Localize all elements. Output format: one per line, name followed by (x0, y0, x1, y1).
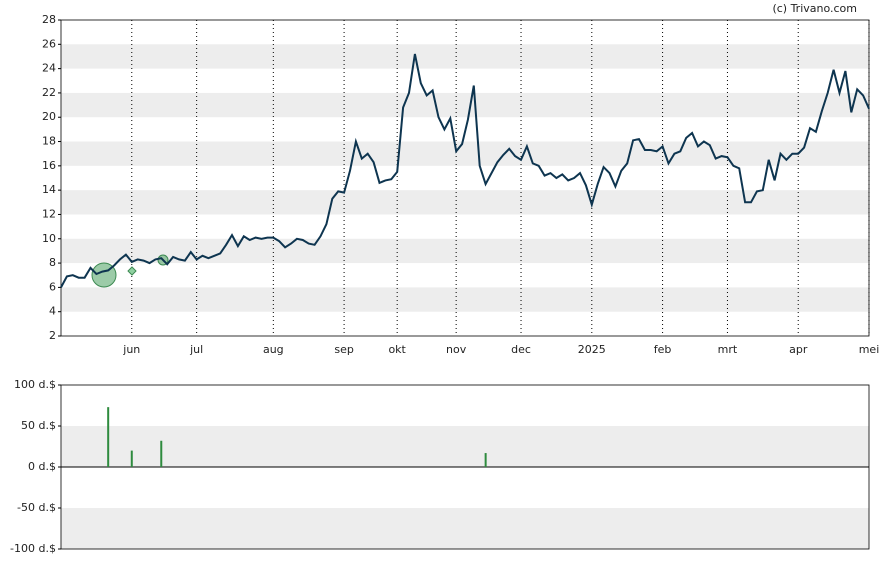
event-marker (127, 266, 137, 276)
x-tick-label: dec (511, 343, 531, 356)
y-tick-label: -100 d.$ (10, 542, 56, 555)
plot-frame (60, 19, 870, 337)
x-tick-label: jun (122, 343, 140, 356)
y-tick-label: 8 (49, 256, 56, 269)
x-tick-label: feb (654, 343, 672, 356)
y-tick-label: 4 (49, 305, 56, 318)
y-tick-label: 10 (42, 232, 56, 245)
grid-band (61, 44, 869, 69)
y-tick-label: 16 (42, 159, 56, 172)
x-tick-label: okt (388, 343, 406, 356)
bar (130, 450, 133, 467)
bar (484, 453, 487, 467)
price-line (60, 53, 870, 288)
grid-band (61, 426, 869, 467)
y-tick-label: 12 (42, 207, 56, 220)
copyright: (c) Trivano.com (772, 2, 857, 15)
y-tick-label: 28 (42, 13, 56, 26)
y-tick-label: 50 d.$ (21, 419, 56, 432)
grid-band (61, 287, 869, 312)
y-tick-label: 2 (49, 329, 56, 342)
y-tick-label: 26 (42, 37, 56, 50)
y-tick-label: 18 (42, 135, 56, 148)
y-tick-label: 24 (42, 62, 56, 75)
x-tick-label: jul (189, 343, 203, 356)
x-tick-label: apr (789, 343, 808, 356)
y-tick-label: 22 (42, 86, 56, 99)
x-tick-label: nov (446, 343, 467, 356)
grid-band (61, 92, 869, 118)
bar (160, 440, 163, 467)
y-tick-label: 20 (42, 110, 56, 123)
grid-band (61, 508, 869, 549)
x-tick-label: sep (334, 343, 353, 356)
x-tick-label: 2025 (578, 343, 606, 356)
x-tick-label: aug (263, 343, 284, 356)
y-tick-label: 100 d.$ (14, 378, 56, 391)
y-tick-label: -50 d.$ (17, 501, 56, 514)
y-tick-label: 6 (49, 280, 56, 293)
grid-band (61, 190, 869, 215)
x-tick-label: mei (859, 343, 880, 356)
y-tick-label: 14 (42, 183, 56, 196)
grid-band (61, 141, 869, 166)
x-tick-label: mrt (718, 343, 738, 356)
y-tick-label: 0 d.$ (28, 460, 56, 473)
bar (107, 407, 110, 467)
